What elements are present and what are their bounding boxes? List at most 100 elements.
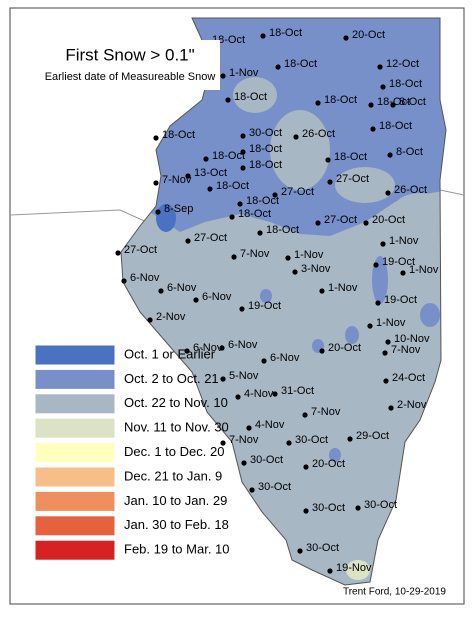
station-label: 30-Oct: [306, 542, 339, 554]
legend-label: Jan. 10 to Jan. 29: [124, 493, 227, 508]
region-late-oct: [390, 193, 446, 237]
station-label: 30-Oct: [312, 502, 345, 514]
station-label: 1-Nov: [229, 67, 259, 79]
station-dot: [387, 152, 393, 158]
station-dot: [240, 133, 246, 139]
station-label: 2-Nov: [156, 311, 186, 323]
station-dot: [241, 460, 247, 466]
station-label: 18-Oct: [162, 129, 195, 141]
station-dot: [121, 278, 127, 284]
station-dot: [380, 241, 386, 247]
station-dot: [325, 157, 331, 163]
station-dot: [185, 173, 191, 179]
legend-swatch: [34, 539, 116, 561]
station-label: 6-Nov: [130, 272, 160, 284]
station-label: 10-Nov: [394, 333, 430, 345]
station-dot: [355, 505, 361, 511]
subtitle: Earliest date of Measureable Snow: [45, 71, 216, 83]
station-dot: [235, 394, 241, 400]
station-label: 8-Oct: [396, 146, 423, 158]
legend-label: Jan. 30 to Feb. 18: [124, 517, 229, 532]
region-mid-oct: [345, 326, 359, 344]
station-dot: [229, 214, 235, 220]
region-late-oct: [335, 167, 395, 203]
legend-swatch: [34, 344, 116, 366]
station-label: 12-Oct: [386, 58, 419, 70]
station-label: 27-Oct: [336, 173, 369, 185]
station-dot: [292, 269, 298, 275]
legend-swatch: [34, 466, 116, 488]
station-dot: [319, 348, 325, 354]
station-dot: [327, 568, 333, 574]
station-dot: [380, 84, 386, 90]
station-label: 20-Oct: [372, 214, 405, 226]
station-dot: [370, 126, 376, 132]
station-dot: [388, 405, 394, 411]
station-dot: [219, 345, 225, 351]
station-label: 30-Oct: [258, 481, 291, 493]
station-label: 30-Oct: [364, 499, 397, 511]
station-dot: [347, 436, 353, 442]
station-dot: [383, 378, 389, 384]
station-label: 7-Nov: [229, 434, 259, 446]
station-label: 19-Nov: [336, 562, 372, 574]
station-label: 20-Oct: [312, 458, 345, 470]
station-dot: [257, 230, 263, 236]
station-label: 27-Oct: [194, 232, 227, 244]
station-label: 20-Oct: [352, 29, 385, 41]
station-label: 18-Oct: [249, 159, 282, 171]
station-label: 18-Oct: [334, 151, 367, 163]
station-label: 20-Oct: [328, 342, 361, 354]
station-label: 7-Nov: [162, 174, 192, 186]
station-label: 19-Oct: [384, 294, 417, 306]
station-label: 3-Nov: [301, 263, 331, 275]
station-label: 18-Oct: [324, 94, 357, 106]
station-label: 18-Oct: [379, 120, 412, 132]
station-label: 18-Oct: [216, 180, 249, 192]
station-label: 27-Oct: [324, 214, 357, 226]
station-dot: [286, 440, 292, 446]
station-label: 18-Oct: [212, 34, 245, 46]
station-dot: [303, 508, 309, 514]
station-label: 18-Oct: [212, 150, 245, 162]
station-dot: [272, 192, 278, 198]
station-label: 29-Oct: [356, 430, 389, 442]
region-late-oct: [233, 77, 277, 113]
region-mid-oct: [420, 303, 440, 327]
station-dot: [240, 149, 246, 155]
station-dot: [153, 180, 159, 186]
station-label: 7-Nov: [311, 406, 341, 418]
station-dot: [375, 300, 381, 306]
station-dot: [240, 165, 246, 171]
legend-label: Oct. 2 to Oct. 21: [124, 371, 219, 386]
station-label: 6-Nov: [202, 291, 232, 303]
station-label: 1-Nov: [409, 264, 439, 276]
station-dot: [385, 339, 391, 345]
station-dot: [158, 288, 164, 294]
station-dot: [319, 288, 325, 294]
station-dot: [373, 262, 379, 268]
title-box: [30, 40, 220, 90]
station-dot: [246, 425, 252, 431]
station-label: 6-Nov: [228, 339, 258, 351]
legend-label: Oct. 22 to Nov. 10: [124, 395, 228, 410]
station-dot: [377, 64, 383, 70]
station-dot: [185, 238, 191, 244]
station-dot: [315, 100, 321, 106]
station-dot: [220, 73, 226, 79]
region-mid-oct: [372, 256, 388, 304]
station-label: 4-Nov: [244, 388, 274, 400]
station-dot: [382, 350, 388, 356]
legend-swatch: [34, 417, 116, 439]
legend: Oct. 1 or Earlier Oct. 2 to Oct. 21 Oct. 2…: [34, 344, 230, 561]
station-label: 1-Nov: [376, 317, 406, 329]
station-dot: [207, 186, 213, 192]
station-label: 19-Oct: [382, 256, 415, 268]
station-dot: [115, 250, 121, 256]
station-dot: [231, 254, 237, 260]
station-label: 8-Sep: [164, 203, 193, 215]
station-dot: [272, 391, 278, 397]
legend-swatch: [34, 393, 116, 415]
station-dot: [327, 179, 333, 185]
